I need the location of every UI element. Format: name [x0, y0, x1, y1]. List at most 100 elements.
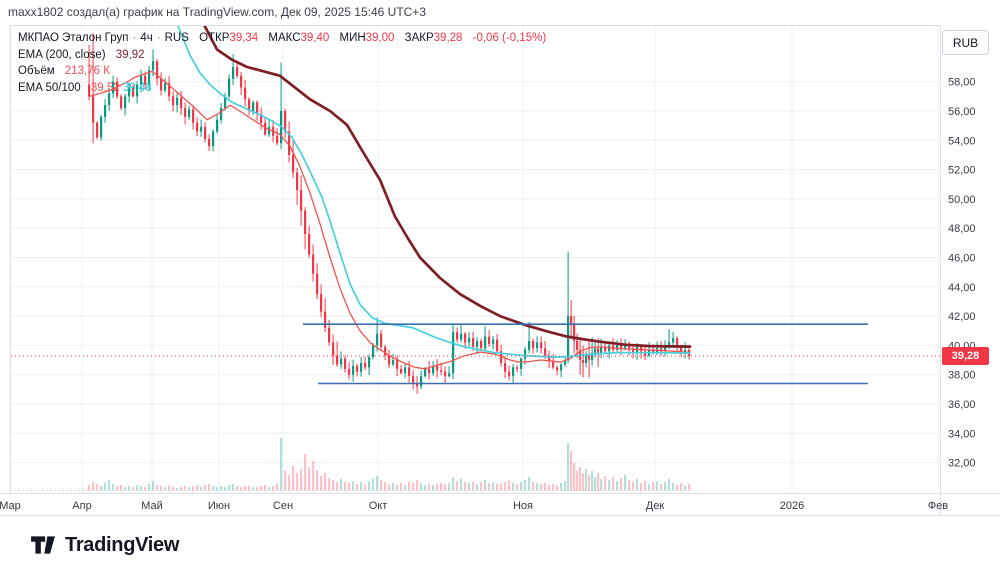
volume-bar: [620, 478, 623, 491]
candle-body: [368, 357, 371, 368]
volume-bar: [573, 463, 576, 491]
volume-bar: [348, 483, 351, 491]
volume-bar: [356, 484, 359, 491]
volume-bar: [508, 480, 511, 491]
time-tick-label: Мар: [0, 500, 21, 512]
candle-body: [540, 342, 543, 349]
price-tick-label: 36,00: [948, 399, 976, 411]
symbol-title[interactable]: МКПАО Эталон Груп: [18, 32, 129, 44]
candle-body: [420, 376, 423, 387]
volume-bar: [312, 461, 315, 491]
candle-body: [624, 343, 627, 349]
volume-bar: [460, 479, 463, 491]
legend-separator: ·: [156, 32, 161, 44]
volume-bar: [172, 487, 175, 491]
currency-button[interactable]: RUB: [942, 30, 989, 55]
volume-bar: [22, 490, 24, 491]
legend-symbol-row[interactable]: МКПАО Эталон Груп · 4ч · RUS ОТКР39,34 МАКС3…: [18, 31, 546, 47]
volume-label[interactable]: Объём: [18, 65, 55, 77]
volume-bar: [608, 480, 611, 491]
volume-value: 213,76 К: [64, 65, 110, 77]
volume-bar: [456, 481, 459, 491]
candle-body: [432, 365, 435, 374]
legend-ema50-100-row[interactable]: EMA 50/100 39,52 39,48: [18, 81, 546, 97]
legend-volume-row[interactable]: Объём 213,76 К: [18, 64, 546, 80]
legend-ema200-row[interactable]: EMA (200, close) 39,92: [18, 48, 546, 64]
candle-body: [240, 75, 243, 88]
ema100-line[interactable]: [177, 25, 691, 358]
price-tick-label: 44,00: [948, 282, 976, 294]
tradingview-logo-icon: [31, 536, 55, 554]
plot-area[interactable]: [14, 25, 868, 491]
volume-bar: [120, 485, 123, 491]
candle-body: [456, 332, 459, 340]
candle-body: [512, 367, 515, 377]
candle-body: [216, 119, 219, 132]
candle-body: [364, 362, 367, 368]
volume-bar: [512, 483, 515, 491]
tradingview-logo[interactable]: TradingView: [30, 533, 179, 557]
candle-body: [328, 327, 331, 343]
candle-body: [524, 349, 527, 359]
volume-bar: [108, 480, 111, 491]
volume-bar: [612, 477, 615, 491]
candle-body: [92, 96, 95, 123]
candle-body: [120, 96, 123, 109]
candle-body: [284, 111, 287, 132]
candle-body: [594, 348, 597, 353]
candle-body: [168, 83, 171, 97]
volume-bar: [408, 482, 411, 491]
volume-bar: [344, 482, 347, 491]
volume-bar: [560, 483, 563, 491]
volume-bar: [594, 477, 597, 491]
candle-body: [224, 96, 227, 109]
price-tick-label: 58,00: [948, 77, 976, 89]
candle-body: [336, 355, 339, 365]
candle-body: [88, 84, 91, 97]
volume-bar: [220, 486, 223, 491]
volume-bar: [236, 486, 239, 491]
candle-body: [440, 370, 443, 372]
candle-body: [320, 294, 323, 312]
volume-bar: [200, 487, 203, 491]
legend-separator: ·: [132, 32, 137, 44]
close-value: 39,28: [433, 32, 463, 44]
volume-bar: [372, 479, 375, 491]
candle-body: [128, 87, 131, 97]
volume-bar: [432, 485, 435, 491]
candle-body: [304, 210, 307, 235]
candle-body: [570, 316, 573, 324]
volume-bar: [96, 484, 99, 491]
candle-body: [140, 75, 143, 85]
volume-bar: [62, 489, 64, 491]
volume-bar: [591, 471, 594, 491]
candle-body: [448, 373, 451, 377]
volume-bar: [136, 485, 139, 491]
candle-body: [260, 113, 263, 123]
candle-body: [172, 96, 175, 106]
ema50-100-label[interactable]: EMA 50/100: [18, 81, 81, 94]
candle-body: [480, 341, 483, 349]
ema200-label[interactable]: EMA (200, close): [18, 48, 106, 61]
volume-bar: [88, 485, 91, 491]
volume-bar: [184, 486, 187, 491]
exchange-label[interactable]: RUS: [164, 32, 189, 44]
candle-body: [396, 360, 399, 369]
volume-bar: [74, 490, 76, 491]
volume-bar: [104, 483, 107, 491]
interval-label[interactable]: 4ч: [140, 32, 153, 44]
candle-body: [112, 81, 115, 94]
volume-bar: [112, 484, 115, 491]
candle-body: [356, 365, 359, 372]
candle-body: [124, 96, 127, 109]
price-tick-label: 54,00: [948, 135, 976, 147]
volume-bar: [676, 485, 679, 491]
candle-body: [344, 358, 347, 369]
ema50-line[interactable]: [89, 70, 691, 370]
volume-bar: [556, 485, 559, 491]
ema200-line[interactable]: [202, 25, 692, 348]
volume-bar: [144, 487, 147, 491]
candle-body: [184, 108, 187, 117]
volume-bar: [132, 487, 135, 491]
